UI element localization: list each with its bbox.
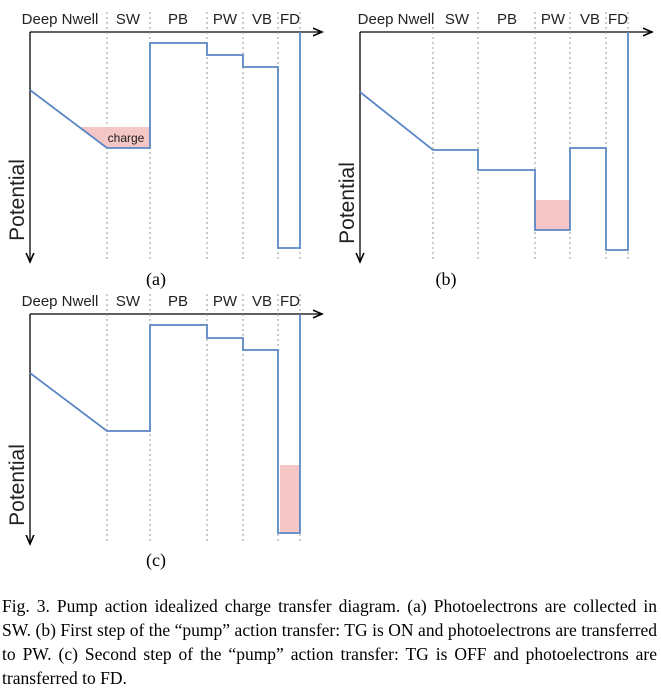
region-label: PW (213, 11, 238, 28)
axis-label: Potential (6, 444, 29, 526)
region-label: PB (168, 293, 188, 310)
panel-b: Deep Nwell SW PB PW VB FD Potential (b) (336, 11, 652, 290)
region-label: PW (541, 11, 566, 28)
charge-label: charge (108, 131, 145, 145)
panel-caption: (a) (146, 269, 166, 290)
region-label: VB (580, 11, 600, 28)
region-label: Deep Nwell (358, 11, 435, 28)
charge-region (535, 200, 570, 230)
charge-region (80, 127, 150, 148)
region-label: PB (497, 11, 517, 28)
region-label: VB (252, 293, 272, 310)
region-label: Deep Nwell (22, 11, 99, 28)
panel-caption: (c) (146, 550, 166, 571)
region-label: FD (280, 11, 300, 28)
dividers (106, 294, 301, 544)
potential-profile (29, 314, 301, 534)
region-label: FD (280, 293, 300, 310)
panel-a: Deep Nwell SW PB PW VB FD charge Potenti… (6, 11, 322, 290)
region-label: PW (213, 293, 238, 310)
dividers (432, 12, 629, 262)
potential-profile (359, 32, 629, 251)
region-label: SW (116, 11, 141, 28)
panel-caption: (b) (436, 269, 457, 290)
figure-caption: Fig. 3. Pump action idealized charge tra… (2, 596, 657, 688)
region-label: FD (608, 11, 628, 28)
axis-label: Potential (6, 159, 29, 241)
region-label: SW (116, 293, 141, 310)
charge-region (280, 465, 300, 533)
region-label: VB (252, 11, 272, 28)
region-label: SW (445, 11, 470, 28)
potential-profile (29, 32, 301, 249)
figure: Deep Nwell SW PB PW VB FD charge Potenti… (6, 11, 661, 571)
panel-c: Deep Nwell SW PB PW VB FD Potential (c) (6, 293, 322, 571)
axis-label: Potential (336, 162, 359, 244)
region-label: PB (168, 11, 188, 28)
region-label: Deep Nwell (22, 293, 99, 310)
